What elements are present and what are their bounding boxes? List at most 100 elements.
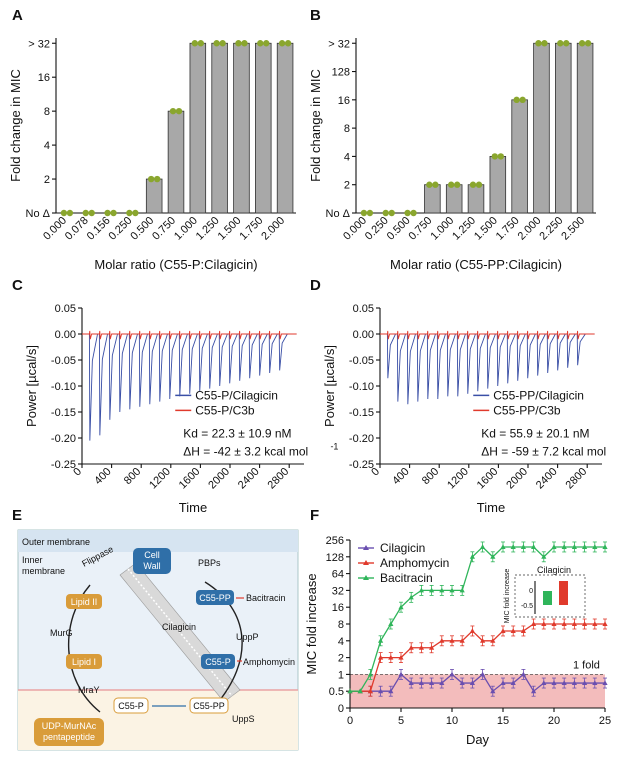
data-point-bacitracin bbox=[500, 544, 506, 549]
data-point-bacitracin bbox=[571, 544, 577, 549]
data-point-bacitracin bbox=[561, 544, 567, 549]
data-point-amphomycin bbox=[551, 621, 557, 626]
data-point-bacitracin bbox=[459, 587, 465, 593]
x-tick-label: 800 bbox=[420, 466, 441, 487]
data-point bbox=[147, 175, 155, 183]
lipid2-label: Lipid II bbox=[71, 597, 98, 607]
data-point-bacitracin bbox=[367, 671, 373, 677]
x-axis-title: Time bbox=[477, 500, 505, 515]
y-tick-label: -0.25 bbox=[51, 459, 76, 471]
data-point-amphomycin bbox=[531, 621, 537, 626]
data-point-cilagicin bbox=[490, 688, 496, 694]
x-tick-label: 0.250 bbox=[363, 215, 391, 243]
x-tick-label: 5 bbox=[398, 715, 404, 727]
inset-ylabel: MIC fold increase bbox=[504, 569, 511, 624]
one-fold-band bbox=[350, 674, 605, 708]
data-point-cilagicin bbox=[602, 680, 608, 686]
y-tick-label: 4 bbox=[44, 140, 50, 152]
bar bbox=[555, 42, 572, 214]
data-point bbox=[257, 40, 264, 47]
x-tick-label: 1.500 bbox=[216, 215, 244, 243]
bar bbox=[533, 42, 550, 214]
data-point-bacitracin bbox=[582, 544, 588, 549]
c55p-bottom-node bbox=[113, 697, 149, 714]
dh-superscript: -1 bbox=[330, 441, 338, 451]
series-line-bacitracin bbox=[350, 546, 605, 692]
data-point-bacitracin bbox=[449, 587, 455, 593]
x-tick-label: 0 bbox=[347, 715, 353, 727]
data-point-amphomycin bbox=[439, 638, 445, 643]
x-tick-label: 2000 bbox=[206, 466, 232, 492]
data-point-cilagicin bbox=[429, 680, 435, 686]
legend-label-c3b: C55-PP/C3b bbox=[493, 403, 561, 417]
y-axis-title: Power [µcal/s] bbox=[24, 345, 39, 427]
bar bbox=[211, 42, 228, 214]
cilagicin-label: Cilagicin bbox=[162, 622, 196, 632]
data-point bbox=[584, 40, 592, 47]
data-point-amphomycin bbox=[490, 638, 496, 643]
x-axis-title: Molar ratio (C55-P:Cilagicin) bbox=[94, 257, 257, 272]
data-point bbox=[191, 40, 199, 47]
data-point-cilagicin bbox=[408, 680, 414, 686]
data-point bbox=[197, 40, 205, 47]
data-point-cilagicin bbox=[582, 680, 588, 686]
chart-d: 0.050.00-0.05-0.10-0.15-0.20-0.250 400 800… bbox=[322, 303, 606, 515]
c55pp-top-label: C55-PP bbox=[199, 593, 231, 603]
data-point bbox=[88, 209, 95, 217]
data-point-bacitracin bbox=[541, 554, 547, 559]
x-tick-label: 400 bbox=[92, 466, 113, 487]
x-tick-label: 1200 bbox=[147, 466, 173, 492]
data-point-amphomycin bbox=[561, 621, 567, 626]
y-tick-label: > 32 bbox=[28, 38, 50, 50]
y-tick-label: 4 bbox=[344, 151, 350, 163]
c55p-bottom-label: C55-P bbox=[118, 701, 144, 711]
y-tick-label: 4 bbox=[338, 636, 344, 648]
series-line-c3b bbox=[82, 330, 297, 340]
y-axis-title: MIC fold increase bbox=[304, 573, 319, 674]
data-point bbox=[426, 181, 433, 188]
data-point-amphomycin bbox=[541, 621, 547, 626]
data-point bbox=[388, 209, 395, 217]
inner-membrane-label-2: membrane bbox=[22, 566, 65, 576]
data-point-amphomycin bbox=[520, 628, 526, 633]
data-point-amphomycin bbox=[571, 621, 577, 626]
bar bbox=[467, 184, 485, 214]
data-point-amphomycin bbox=[582, 621, 588, 626]
x-tick-label: 20 bbox=[548, 715, 560, 727]
data-point bbox=[110, 209, 117, 217]
x-tick-label: 2.250 bbox=[537, 215, 565, 243]
bar bbox=[145, 178, 163, 214]
data-point-cilagicin bbox=[561, 680, 567, 686]
panel-label-b: B bbox=[310, 7, 321, 24]
data-point bbox=[175, 107, 183, 115]
bar bbox=[167, 110, 185, 214]
pathway-diagram: Outer membrane Inner membrane Flippase C… bbox=[17, 529, 299, 751]
data-point bbox=[563, 40, 570, 47]
panel-label-e: E bbox=[12, 507, 22, 524]
udp-murnac-node bbox=[34, 718, 104, 746]
x-tick-label: 800 bbox=[122, 466, 143, 487]
bar bbox=[424, 184, 441, 214]
y-tick-label: 8 bbox=[344, 123, 350, 135]
x-tick-label: 2800 bbox=[266, 466, 292, 492]
data-point-bacitracin bbox=[439, 587, 445, 593]
data-point-cilagicin bbox=[551, 680, 557, 686]
data-point bbox=[535, 40, 542, 47]
x-tick-label: 2.000 bbox=[259, 215, 287, 243]
cell-wall-label-1: Cell bbox=[144, 550, 160, 560]
bar bbox=[576, 42, 594, 214]
c55pp-bottom-node bbox=[189, 697, 229, 714]
x-tick-label: 1600 bbox=[475, 466, 501, 492]
data-point bbox=[578, 40, 586, 47]
data-point bbox=[360, 209, 368, 217]
inner-membrane-label-1: Inner bbox=[22, 555, 43, 565]
x-tick-label: 2400 bbox=[236, 466, 262, 492]
data-point-bacitracin bbox=[520, 544, 526, 549]
x-tick-label: 0.500 bbox=[385, 215, 413, 243]
data-point bbox=[410, 209, 417, 217]
y-tick-label: 64 bbox=[332, 569, 344, 581]
x-tick-label: 2400 bbox=[534, 466, 560, 492]
data-point bbox=[219, 40, 226, 47]
